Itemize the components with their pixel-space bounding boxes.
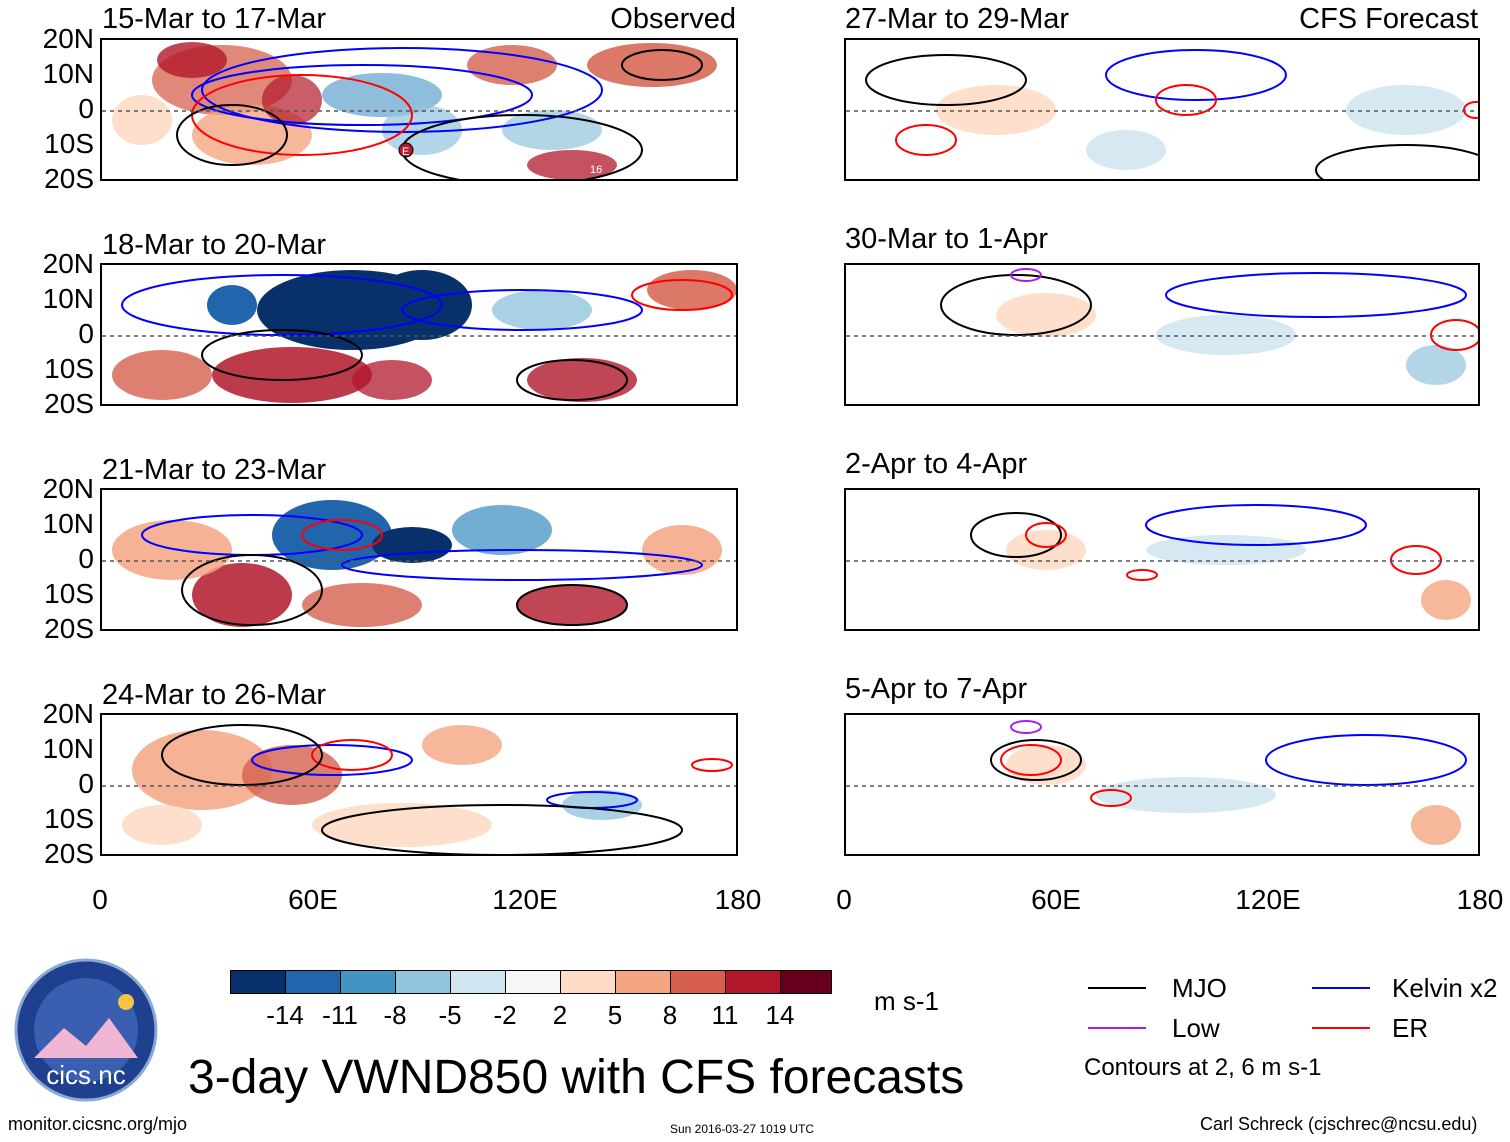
storm-label-16: 16 [590,164,602,176]
colorbar-swatch-5 [505,970,561,994]
map-panel-right-4 [844,713,1480,856]
legend-line-low [1088,1027,1146,1029]
lat-10s: 10S [44,578,94,609]
storm-label-e: E [402,146,409,158]
map-panel-right-3 [844,488,1480,631]
colorbar-swatch-3 [395,970,451,994]
map-panel-left-3-svg [102,500,736,627]
map-panel-right-2-svg [846,268,1478,385]
lon-0: 0 [92,884,108,915]
panel-corner-cfs-forecast: CFS Forecast [1299,3,1478,35]
lon-120e: 120E [1235,884,1301,915]
footer-author: Carl Schreck (cjschrec@ncsu.edu) [1200,1114,1478,1134]
footer-url: monitor.cicsnc.org/mjo [8,1114,188,1134]
contours [176,47,703,179]
colorbar-swatch-1 [285,970,341,994]
map-panel-left-3 [100,488,738,631]
map-panel-right-3-svg [846,504,1478,620]
map-panel-right-1 [844,38,1480,181]
colorbar-swatch-2 [340,970,396,994]
lat-20n: 20N [42,473,94,504]
map-panel-left-2-svg [102,270,736,403]
colorbar-swatch-6 [560,970,616,994]
lat-10n: 10N [42,58,94,89]
lat-20s: 20S [44,613,94,644]
lat-0: 0 [78,93,94,124]
map-panel-left-4-svg [102,724,736,854]
panel-title-right-4: 5-Apr to 7-Apr [845,673,1028,705]
lon-120e: 120E [492,884,558,915]
lat-10s: 10S [44,803,94,834]
lat-10s: 10S [44,128,94,159]
lat-20n: 20N [42,248,94,279]
panel-title-left-2: 18-Mar to 20-Mar [102,229,327,261]
lat-10n: 10N [42,508,94,539]
lon-180: 180 [1456,884,1504,915]
panel-title-left-4: 24-Mar to 26-Mar [102,679,327,711]
panel-title-right-3: 2-Apr to 4-Apr [845,448,1028,480]
panel-title-left-1: 15-Mar to 17-Mar [102,3,327,35]
lat-20s: 20S [44,838,94,869]
lat-20n: 20N [42,23,94,54]
colorbar-swatch-10 [780,970,832,994]
colorbar-swatch-9 [725,970,781,994]
map-panel-left-1-svg: E 16 [102,42,736,179]
lon-0: 0 [836,884,852,915]
lat-0: 0 [78,318,94,349]
panel-title-left-3: 21-Mar to 23-Mar [102,454,327,486]
panel-title-right-2: 30-Mar to 1-Apr [845,223,1049,255]
main-title: 3-day VWND850 with CFS forecasts [188,1051,965,1104]
legend-line-mjo [1088,987,1146,989]
lat-10n: 10N [42,733,94,764]
colorbar-label: -2 [493,1000,517,1030]
colorbar-label: -14 [266,1000,304,1030]
panel-corner-observed: Observed [610,3,736,35]
logo-text: cics.nc [46,1060,125,1090]
colorbar-label: 14 [765,1000,795,1030]
colorbar-swatch-4 [450,970,506,994]
map-panel-right-4-svg [846,720,1478,845]
lat-0: 0 [78,768,94,799]
footer-timestamp: Sun 2016-03-27 1019 UTC [670,1122,815,1136]
legend-label-kelvin: Kelvin x2 [1392,973,1498,1003]
map-panel-left-1: E 16 [100,38,738,181]
lat-0: 0 [78,543,94,574]
colorbar-units: m s-1 [874,986,939,1016]
colorbar-label: 8 [662,1000,678,1030]
lat-20n: 20N [42,698,94,729]
colorbar-label: 11 [711,1000,739,1030]
lat-10n: 10N [42,283,94,314]
map-panel-left-2 [100,263,738,406]
colorbar-swatch-0 [230,970,286,994]
colorbar-label: 5 [607,1000,623,1030]
lat-10s: 10S [44,353,94,384]
legend-label-er: ER [1392,1013,1429,1043]
colorbar-swatch-8 [670,970,726,994]
lon-60e: 60E [1031,884,1081,915]
map-panel-right-1-svg [846,49,1478,179]
colorbar-label: -11 [322,1000,358,1030]
colorbar-label: -5 [438,1000,462,1030]
map-panel-right-2 [844,263,1480,406]
legend-label-low: Low [1172,1013,1220,1043]
lon-180: 180 [714,884,762,915]
colorbar-swatch-7 [615,970,671,994]
lon-60e: 60E [288,884,338,915]
colorbar-label: 2 [552,1000,568,1030]
map-panel-left-4 [100,713,738,856]
legend-line-er [1312,1027,1370,1029]
colorbar-label: -8 [383,1000,407,1030]
legend-note: Contours at 2, 6 m s-1 [1084,1054,1322,1081]
cics-logo: cics.nc [14,958,158,1102]
legend-line-kelvin [1312,987,1370,989]
lat-20s: 20S [44,388,94,419]
lat-20s: 20S [44,163,94,194]
legend-label-mjo: MJO [1172,973,1227,1003]
panel-title-right-1: 27-Mar to 29-Mar [845,3,1070,35]
